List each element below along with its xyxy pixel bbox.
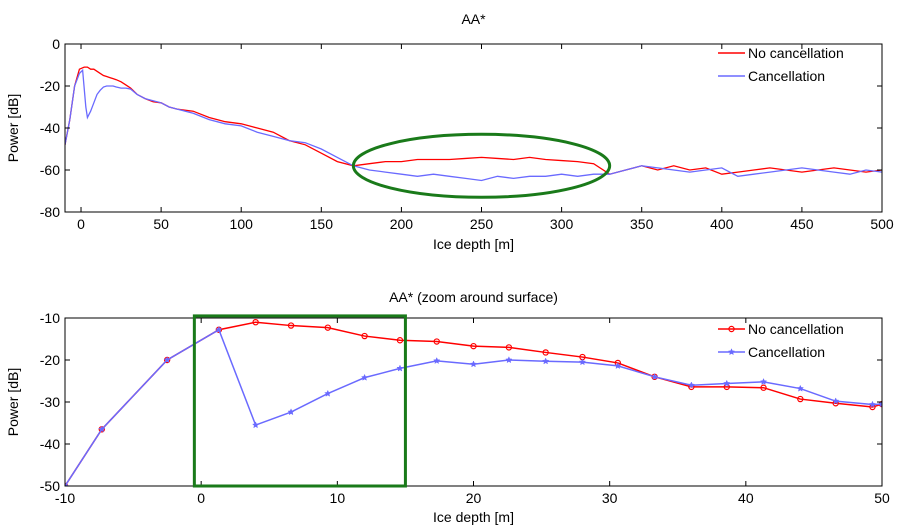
data-point <box>361 332 368 340</box>
chart-panel-1: AA* 0 50 100 150 200 250 300 350 400 450 500 0 -20 -40… <box>5 11 894 252</box>
legend-marker <box>728 325 735 333</box>
y-tick-label: -10 <box>40 310 60 326</box>
legend-label: Cancellation <box>748 68 825 84</box>
highlight-ellipse <box>351 132 612 199</box>
series-line <box>65 68 882 182</box>
data-point <box>797 395 804 403</box>
data-point <box>251 421 260 429</box>
y-tick-label: -40 <box>40 436 60 452</box>
series-line <box>65 321 882 486</box>
data-point <box>360 373 369 381</box>
data-point <box>396 364 404 372</box>
y-tick-label: -40 <box>40 120 60 136</box>
y-axis-label: Power [dB] <box>5 368 21 436</box>
legend-marker <box>727 348 736 356</box>
data-point <box>324 389 332 397</box>
x-tick-label: -10 <box>55 490 75 506</box>
data-point <box>878 400 882 408</box>
data-point <box>163 356 171 364</box>
data-point <box>759 377 768 385</box>
x-tick-label: 500 <box>870 216 894 232</box>
data-point <box>252 319 259 326</box>
data-point <box>287 322 295 329</box>
data-point <box>287 408 295 416</box>
series-cancellation <box>65 68 882 182</box>
x-tick-label: 200 <box>390 216 414 232</box>
chart-panel-2: AA* (zoom around surface) -10 0 10 20 30 40 50 -… <box>5 289 890 525</box>
data-point <box>433 356 441 364</box>
x-tick-label: 0 <box>77 216 85 232</box>
data-point <box>687 381 696 389</box>
legend: No cancellation Cancellation <box>718 45 844 84</box>
legend-label: No cancellation <box>748 45 844 61</box>
data-point <box>723 379 731 387</box>
legend-label: Cancellation <box>748 344 825 360</box>
y-tick-label: 0 <box>52 36 60 52</box>
series-cancellation <box>65 325 882 486</box>
x-tick-label: 50 <box>874 490 890 506</box>
y-tick-label: -20 <box>40 352 60 368</box>
x-tick-label: 40 <box>738 490 754 506</box>
y-tick-label: -80 <box>40 204 60 220</box>
legend-label: No cancellation <box>748 321 844 337</box>
data-point <box>505 356 513 364</box>
chart-title: AA* (zoom around surface) <box>389 289 558 305</box>
x-axis-label: Ice depth [m] <box>433 509 514 525</box>
data-point <box>469 360 478 368</box>
chart-title: AA* <box>461 11 486 27</box>
x-tick-label: 300 <box>550 216 574 232</box>
data-point <box>324 324 332 331</box>
y-tick-label: -30 <box>40 394 60 410</box>
x-tick-label: 250 <box>470 216 494 232</box>
data-point <box>433 338 440 345</box>
x-tick-label: 400 <box>710 216 734 232</box>
x-tick-label: 10 <box>330 490 346 506</box>
series-no-cancellation <box>65 66 882 175</box>
legend: No cancellation Cancellation <box>718 321 844 360</box>
data-point <box>98 425 106 433</box>
series-line <box>65 66 882 175</box>
x-tick-label: 20 <box>466 490 482 506</box>
x-tick-label: 0 <box>197 490 205 506</box>
data-point <box>650 372 659 380</box>
data-point <box>832 397 840 405</box>
x-tick-label: 30 <box>602 490 618 506</box>
y-tick-label: -50 <box>40 478 60 494</box>
data-point <box>505 344 513 351</box>
data-point <box>578 358 587 366</box>
x-tick-label: 50 <box>153 216 169 232</box>
data-point <box>542 349 549 356</box>
data-point <box>796 384 804 392</box>
data-point <box>868 400 877 408</box>
data-point <box>396 337 404 344</box>
data-point <box>760 384 767 391</box>
x-tick-label: 150 <box>310 216 334 232</box>
x-tick-label: 100 <box>230 216 254 232</box>
highlight-rectangle <box>192 314 407 488</box>
x-axis-label: Ice depth [m] <box>433 236 514 252</box>
x-tick-label: 450 <box>790 216 814 232</box>
data-point <box>215 325 223 333</box>
data-point <box>541 357 550 365</box>
y-tick-label: -60 <box>40 162 60 178</box>
y-axis-label: Power [dB] <box>5 94 21 162</box>
x-tick-label: 350 <box>630 216 654 232</box>
data-point <box>65 482 69 486</box>
y-tick-label: -20 <box>40 78 60 94</box>
data-point <box>614 362 622 369</box>
data-point <box>470 342 477 350</box>
